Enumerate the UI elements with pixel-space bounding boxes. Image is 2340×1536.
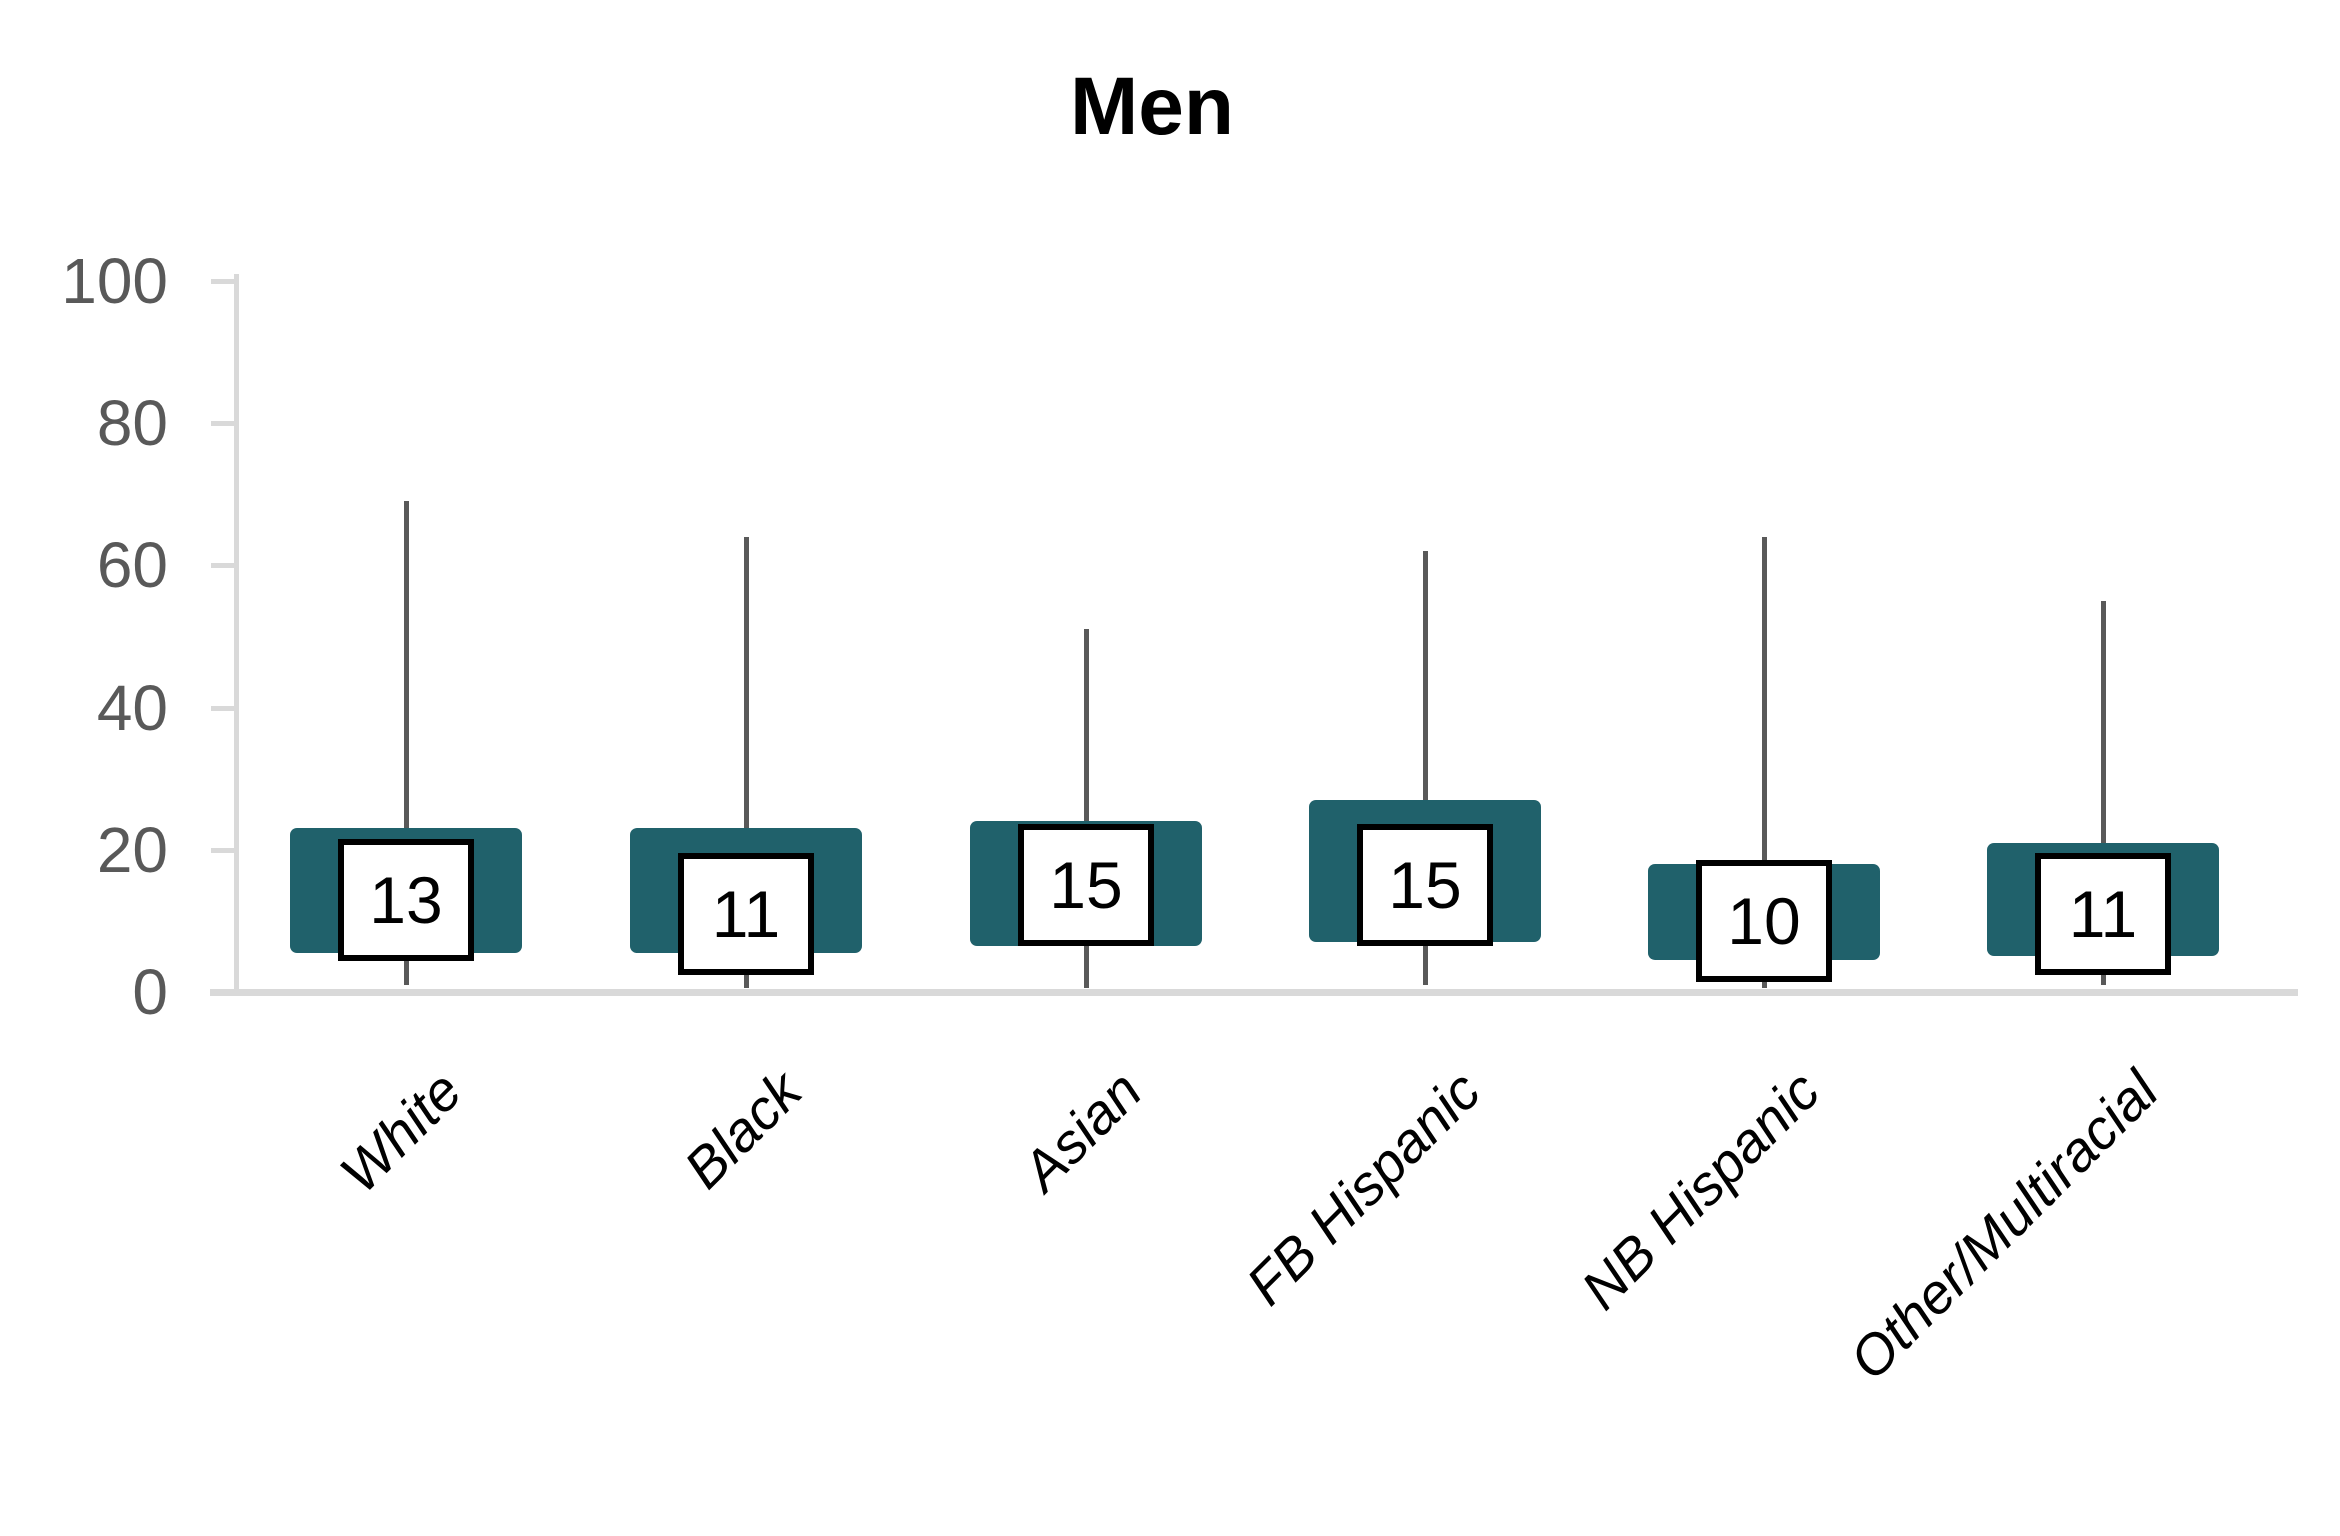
y-tick	[211, 990, 235, 995]
y-tick-label: 100	[61, 245, 168, 317]
median-value: 11	[711, 876, 781, 951]
box-whisker	[2101, 600, 2106, 985]
box-whisker	[1084, 629, 1089, 989]
y-tick	[211, 705, 235, 711]
median-label-box: 15	[1018, 824, 1154, 947]
median-label-box: 13	[338, 838, 474, 961]
box-whisker	[404, 501, 409, 985]
median-value: 15	[1388, 848, 1462, 923]
y-tick-label: 80	[96, 387, 168, 460]
category-label: NB Hispanic	[1568, 1058, 1832, 1322]
box-whisker	[1423, 551, 1428, 985]
y-tick-label: 0	[132, 956, 168, 1028]
y-tick	[211, 421, 235, 427]
box-whisker	[744, 536, 749, 989]
y-tick	[211, 279, 235, 284]
median-label-box: 11	[678, 852, 814, 975]
y-tick-label: 20	[96, 813, 168, 886]
median-value: 11	[2068, 876, 2138, 951]
category-label: Other/Multiracial	[1837, 1058, 2171, 1392]
category-label: White	[327, 1058, 474, 1205]
y-tick-label: 40	[96, 671, 168, 744]
box-whisker	[1762, 536, 1767, 989]
category-label: Black	[671, 1058, 814, 1201]
category-label: Asian	[1009, 1058, 1154, 1203]
median-label-box: 10	[1696, 859, 1832, 982]
category-label: FB Hispanic	[1234, 1058, 1493, 1317]
median-value: 13	[369, 862, 443, 937]
median-value: 10	[1727, 883, 1801, 958]
x-axis-line	[210, 989, 2298, 996]
chart-title: Men	[1070, 61, 1234, 152]
median-label-box: 11	[2035, 852, 2171, 975]
y-axis-line	[234, 274, 239, 996]
y-tick	[211, 563, 235, 569]
median-value: 15	[1049, 848, 1123, 923]
median-label-box: 15	[1357, 824, 1493, 947]
y-tick	[211, 847, 235, 853]
y-tick-label: 60	[96, 529, 168, 602]
